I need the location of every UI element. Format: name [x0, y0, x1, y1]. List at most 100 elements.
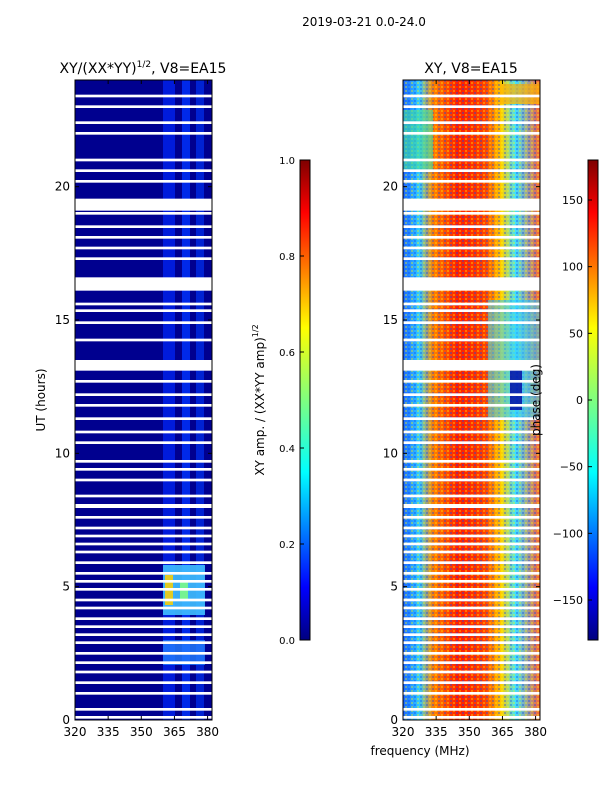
right-flag-row-12	[403, 598, 540, 602]
left-flag-row-47	[75, 158, 212, 162]
left-flag-row-50	[75, 105, 212, 108]
right-flag-row-27	[403, 441, 540, 444]
right-colorbar-tick-label-6: 150	[562, 194, 583, 207]
left-y-axis-label: UT (hours)	[34, 368, 48, 431]
right-y-tick-label-15: 15	[383, 313, 398, 327]
right-flag-row-21	[403, 516, 540, 519]
right-flag-row-20	[403, 526, 540, 530]
left-flag-row-9	[75, 625, 212, 628]
left-flag-row-5	[75, 661, 212, 664]
left-flag-row-26	[75, 460, 212, 463]
left-flag-row-10	[75, 617, 212, 620]
left-flag-row-45	[75, 180, 212, 183]
left-flag-row-44	[75, 198, 212, 211]
left-flag-row-30	[75, 404, 212, 407]
right-x-tick-label-320: 320	[392, 725, 415, 739]
right-flag-row-35	[403, 321, 540, 324]
right-flag-row-4	[403, 670, 540, 674]
right-flag-row-33	[403, 360, 540, 371]
right-panel-title: XY, V8=EA15	[424, 61, 518, 77]
right-flag-row-47	[403, 158, 540, 162]
right-flag-row-19	[403, 534, 540, 538]
right-colorbar: −150 −100 −50 0 50 100 150 phase (deg)	[529, 159, 599, 641]
left-colorbar: 0.0 0.2 0.4 0.6 0.8 1.0 XY amp. / (XX*YY amp)…	[251, 156, 311, 647]
right-colorbar-tick-label-1: −100	[553, 527, 583, 540]
left-flag-row-46	[75, 169, 212, 172]
left-flag-row-13	[75, 588, 212, 591]
left-y-tick-label-10: 10	[55, 446, 70, 460]
left-flag-row-11	[75, 606, 212, 610]
left-flag-rows	[75, 94, 212, 719]
left-flag-row-14	[75, 580, 212, 583]
left-heatmap-base	[75, 80, 212, 720]
left-flag-row-49	[75, 121, 212, 124]
right-colorbar-tick-label-3: 0	[576, 394, 583, 407]
left-flag-row-41	[75, 236, 212, 239]
right-flag-row-41	[403, 236, 540, 239]
left-colorbar-tick-label-1: 0.2	[279, 540, 295, 551]
left-colorbar-ticks: 0.0 0.2 0.4 0.6 0.8 1.0	[279, 156, 304, 647]
right-heatmap-structure-3	[500, 84, 540, 104]
right-flag-row-50	[403, 105, 540, 108]
right-flag-row-49	[403, 121, 540, 124]
right-flag-row-28	[403, 430, 540, 434]
right-flag-row-14	[403, 580, 540, 583]
left-y-tick-label-20: 20	[55, 180, 70, 194]
left-panel: XY/(XX*YY)1/2, V8=EA15 320 335 350 365 380 0…	[34, 60, 226, 739]
shared-x-axis-label: frequency (MHz)	[370, 744, 469, 758]
right-flag-row-2	[403, 692, 540, 695]
right-flag-row-40	[403, 246, 540, 250]
figure-title: 2019-03-21 0.0-24.0	[302, 15, 426, 29]
right-flag-row-42	[403, 225, 540, 228]
right-flag-row-31	[403, 393, 540, 396]
right-flag-row-13	[403, 588, 540, 591]
right-colorbar-tick-label-0: −150	[553, 594, 583, 607]
left-flag-row-22	[75, 504, 212, 508]
left-colorbar-label: XY amp. / (XX*YY amp)1/2	[251, 324, 267, 475]
right-flag-row-17	[403, 550, 540, 554]
left-x-tick-label-365: 365	[163, 725, 186, 739]
right-colorbar-tick-label-4: 50	[569, 327, 583, 340]
left-panel-title: XY/(XX*YY)1/2, V8=EA15	[60, 60, 227, 77]
right-flag-row-51	[403, 94, 540, 98]
left-flag-row-20	[75, 526, 212, 530]
right-flag-row-34	[403, 338, 540, 342]
left-x-tick-label-320: 320	[64, 725, 87, 739]
right-flag-row-7	[403, 641, 540, 644]
left-flag-row-48	[75, 132, 212, 135]
right-flag-row-22	[403, 504, 540, 508]
left-flag-row-33	[75, 360, 212, 371]
left-flag-row-36	[75, 309, 212, 312]
left-x-ticks: 320 335 350 365 380	[64, 80, 219, 739]
right-x-tick-label-365: 365	[491, 725, 514, 739]
right-flag-row-38	[403, 277, 540, 291]
left-flag-row-25	[75, 468, 212, 471]
left-flag-row-7	[75, 641, 212, 644]
right-flag-row-36	[403, 309, 540, 312]
right-flag-row-1	[403, 708, 540, 711]
right-flag-row-11	[403, 606, 540, 610]
right-flag-row-45	[403, 180, 540, 183]
right-flag-row-18	[403, 542, 540, 546]
right-flag-row-43	[403, 212, 540, 215]
right-flag-row-37	[403, 302, 540, 306]
left-flag-row-1	[75, 708, 212, 711]
left-flag-row-39	[75, 257, 212, 260]
left-y-tick-label-5: 5	[62, 580, 70, 594]
left-flag-row-12	[75, 598, 212, 602]
left-colorbar-tick-label-2: 0.4	[279, 444, 295, 455]
left-flag-row-29	[75, 417, 212, 420]
left-flag-row-2	[75, 692, 212, 695]
left-colorbar-tick-label-4: 0.8	[279, 252, 295, 263]
right-flag-row-15	[403, 572, 540, 575]
left-flag-row-31	[75, 393, 212, 396]
right-y-tick-label-0: 0	[390, 713, 398, 727]
right-y-tick-label-10: 10	[383, 446, 398, 460]
left-flag-row-0	[75, 716, 212, 719]
left-flag-row-17	[75, 550, 212, 554]
left-x-tick-label-335: 335	[97, 725, 120, 739]
left-y-ticks: 0 5 10 15 20	[55, 180, 212, 727]
left-flag-row-21	[75, 516, 212, 519]
left-flag-row-18	[75, 542, 212, 546]
